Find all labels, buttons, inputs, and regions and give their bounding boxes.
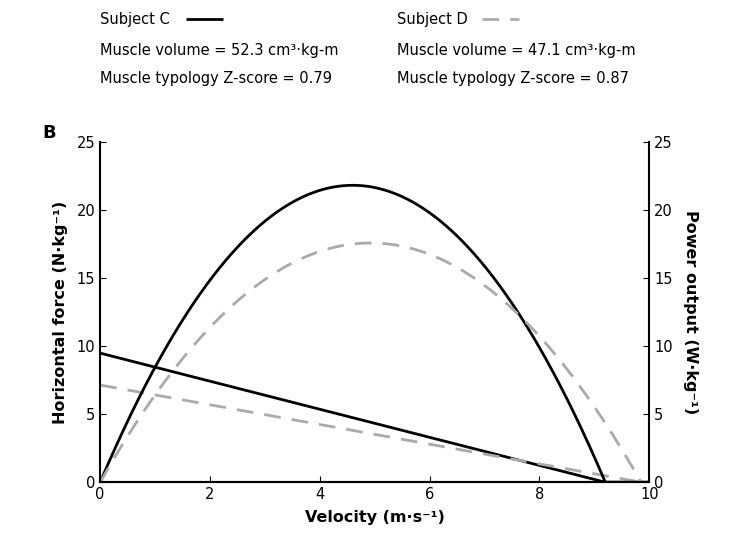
Text: Subject D: Subject D xyxy=(397,12,467,27)
Y-axis label: Horizontal force (N·kg⁻¹): Horizontal force (N·kg⁻¹) xyxy=(53,201,68,424)
X-axis label: Velocity (m·s⁻¹): Velocity (m·s⁻¹) xyxy=(305,510,444,526)
Text: Muscle typology Z-score = 0.79: Muscle typology Z-score = 0.79 xyxy=(100,71,332,86)
Y-axis label: Power output (W·kg⁻¹): Power output (W·kg⁻¹) xyxy=(683,210,698,414)
Text: B: B xyxy=(42,124,56,142)
Text: Muscle typology Z-score = 0.87: Muscle typology Z-score = 0.87 xyxy=(397,71,629,86)
Text: Muscle volume = 52.3 cm³·kg-m: Muscle volume = 52.3 cm³·kg-m xyxy=(100,43,338,58)
Text: Muscle volume = 47.1 cm³·kg-m: Muscle volume = 47.1 cm³·kg-m xyxy=(397,43,636,58)
Text: Subject C: Subject C xyxy=(100,12,170,27)
